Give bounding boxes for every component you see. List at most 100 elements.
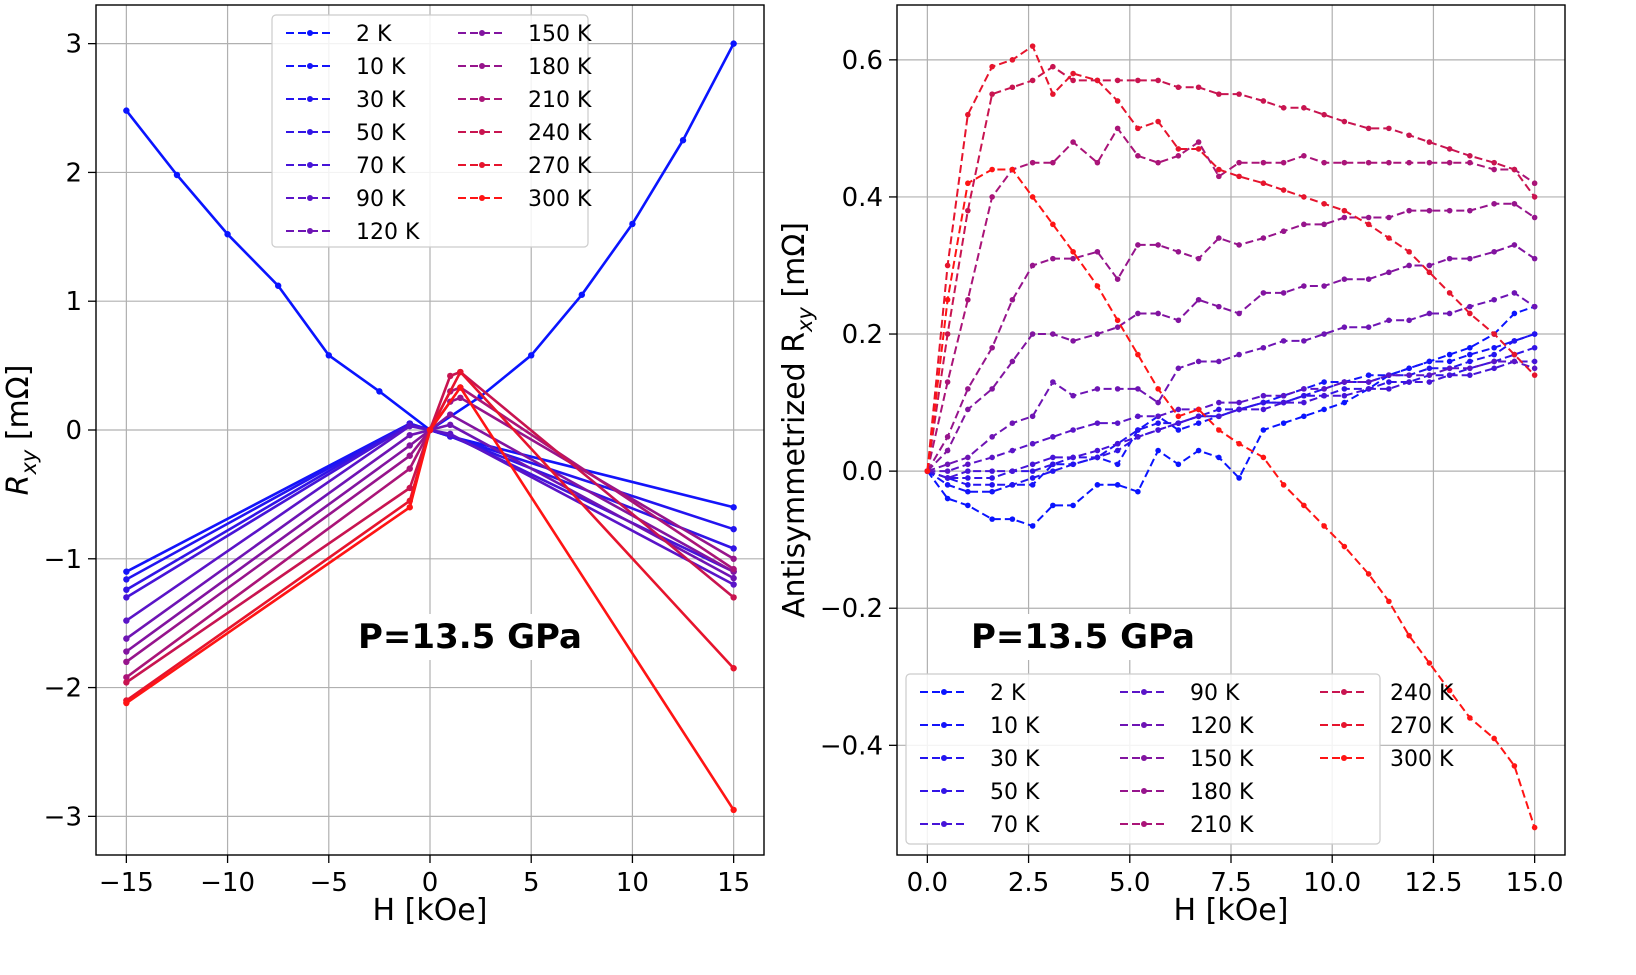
data-point: [1426, 159, 1433, 166]
data-point: [1050, 91, 1056, 97]
data-point: [1511, 166, 1518, 173]
data-point: [944, 379, 951, 385]
series-markers: [924, 242, 1538, 474]
data-point: [1446, 290, 1453, 296]
data-point: [1216, 303, 1222, 310]
data-point: [1365, 159, 1372, 166]
data-point: [406, 452, 413, 459]
x-tick-label: 10.0: [1303, 868, 1361, 898]
data-point: [1467, 715, 1473, 721]
data-point: [1301, 194, 1307, 200]
data-point: [730, 504, 737, 511]
pressure-annotation: P=13.5 GPa: [358, 617, 582, 657]
y-axis-label-unit: [mΩ]: [1, 365, 36, 450]
data-point: [1491, 365, 1497, 372]
data-point: [1029, 194, 1036, 200]
data-point: [1341, 159, 1348, 166]
data-point: [1195, 406, 1202, 413]
series-line-120k: [927, 291, 1536, 473]
data-point: [1321, 386, 1327, 392]
series-line-300k: [926, 168, 1536, 828]
data-point: [1216, 91, 1222, 97]
data-point: [1135, 125, 1141, 132]
data-point: [1155, 413, 1161, 420]
data-point: [965, 111, 971, 118]
annotation-background: [350, 614, 590, 660]
data-point: [965, 468, 971, 474]
data-point: [1050, 331, 1056, 337]
legend-swatch-marker: [479, 162, 485, 168]
data-point: [1070, 454, 1076, 461]
data-point: [730, 581, 737, 588]
data-point: [528, 352, 535, 359]
data-point: [1531, 331, 1538, 337]
data-point: [457, 384, 464, 391]
legend-box: [271, 14, 589, 248]
data-point: [1341, 214, 1348, 221]
data-point: [1491, 166, 1497, 173]
annotation-background: [963, 614, 1203, 660]
data-point: [1050, 468, 1056, 474]
data-point: [1175, 84, 1182, 91]
y-tick-label: −2: [44, 674, 82, 704]
data-point: [944, 482, 951, 488]
data-point: [1175, 406, 1182, 413]
legend-swatch-marker: [1341, 689, 1347, 695]
data-point: [1511, 242, 1518, 248]
data-point: [1029, 523, 1036, 529]
data-point: [1155, 118, 1161, 125]
data-point: [989, 386, 995, 392]
data-point: [1195, 296, 1202, 303]
y-tick-label: 1: [65, 287, 82, 317]
series-line-150k: [926, 243, 1536, 472]
data-point: [1301, 502, 1307, 509]
data-point: [1175, 413, 1182, 420]
data-point: [1467, 159, 1473, 166]
data-point: [123, 699, 130, 707]
data-point: [1446, 255, 1453, 262]
legend: 2 K 10 K 30 K 50 K 70 K 90 K 120 K 150 K 180 K 21…: [271, 14, 592, 248]
y-axis-label-main: Antisymmetrized R: [777, 332, 812, 618]
data-point: [1236, 242, 1242, 248]
y-tick-label: −0.4: [820, 731, 883, 761]
series-line-50k: [927, 346, 1535, 479]
data-point: [1280, 338, 1287, 344]
data-point: [173, 171, 181, 179]
data-point: [1114, 276, 1121, 282]
data-point: [989, 454, 995, 461]
data-point: [1070, 255, 1076, 262]
legend-label: 90 K: [356, 187, 406, 212]
data-point: [944, 434, 951, 440]
data-point: [1301, 221, 1307, 228]
data-point: [1155, 310, 1161, 317]
data-point: [965, 406, 971, 413]
data-point: [1406, 372, 1412, 378]
legend-swatch-marker: [1141, 821, 1147, 827]
data-point: [989, 516, 995, 522]
data-point: [965, 207, 971, 214]
data-point: [1135, 427, 1141, 433]
data-point: [1029, 475, 1036, 481]
data-point: [1195, 255, 1202, 262]
y-axis-label-main: R: [1, 475, 36, 496]
y-axis-label-unit: [mΩ]: [777, 222, 812, 307]
data-point: [1114, 482, 1121, 488]
data-point: [1280, 290, 1287, 296]
data-point: [1155, 399, 1161, 406]
data-point: [1070, 392, 1076, 399]
data-point: [457, 368, 464, 376]
data-point: [1321, 221, 1327, 228]
legend-swatch-marker: [1341, 755, 1347, 761]
data-point: [944, 475, 951, 481]
data-point: [1446, 159, 1453, 166]
y-axis-label-sub: xy: [17, 449, 41, 475]
data-point: [1236, 399, 1242, 406]
legend-label: 150 K: [1190, 747, 1254, 772]
data-point: [1446, 146, 1453, 152]
y-tick-label: 0: [65, 416, 82, 446]
x-tick-label: 2.5: [1008, 868, 1049, 898]
data-point: [1070, 427, 1076, 433]
data-point: [1406, 248, 1412, 255]
data-point: [1070, 338, 1076, 344]
